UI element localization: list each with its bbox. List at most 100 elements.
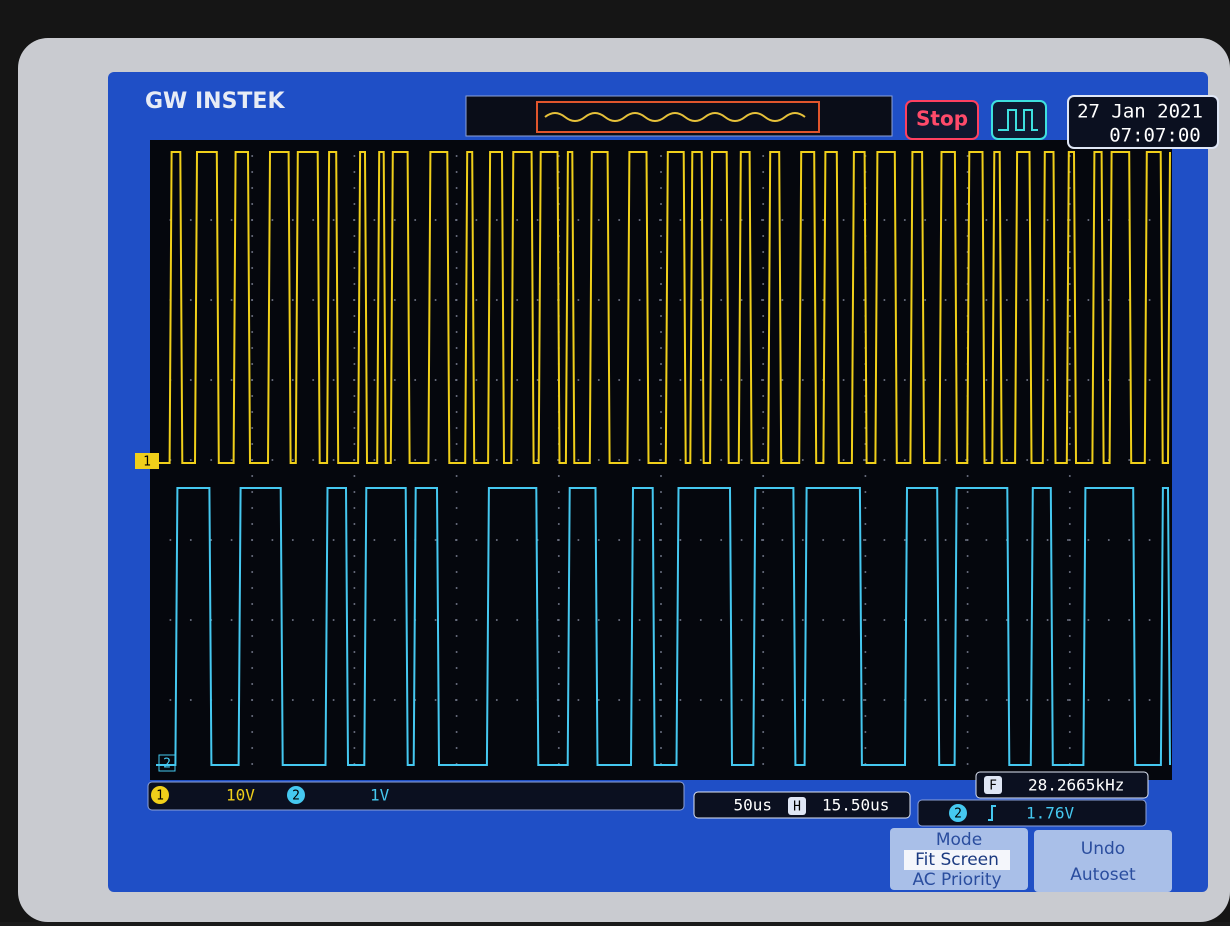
grid-dot [230, 219, 233, 221]
trigger-level: 1.76V [1026, 804, 1075, 823]
grid-dot [353, 667, 356, 669]
grid-dot [761, 379, 763, 381]
grid-dot [353, 603, 356, 605]
grid-dot [251, 699, 253, 701]
grid-dot [434, 699, 437, 701]
grid-dot [966, 507, 969, 509]
grid-dot [1068, 523, 1071, 525]
grid-dot [924, 219, 927, 221]
grid-dot [966, 539, 969, 541]
grid-dot [699, 619, 702, 621]
brand: GW INSTEK [145, 89, 285, 114]
grid-dot [1005, 219, 1008, 221]
grid-dot [312, 219, 315, 221]
grid-dot [659, 379, 661, 381]
grid-dot [1068, 507, 1071, 509]
grid-dot [312, 619, 315, 621]
grid-dot [291, 459, 294, 461]
grid-dot [966, 171, 969, 173]
trigger-mode-icon[interactable] [991, 100, 1047, 140]
grid-dot [557, 555, 560, 557]
grid-dot [659, 459, 661, 461]
frequency-box [975, 771, 1149, 799]
grid-dot [1087, 539, 1090, 541]
grid-dot [965, 619, 967, 621]
grid-dot [455, 203, 458, 205]
grid-dot [557, 603, 560, 605]
grid-dot [660, 523, 662, 525]
grid-dot [455, 667, 458, 669]
grid-dot [966, 715, 969, 717]
undo-button[interactable] [1034, 830, 1172, 892]
grid-dot [781, 379, 784, 381]
grid-dot [659, 619, 661, 621]
grid-dot [864, 603, 867, 605]
grid-dot [863, 379, 865, 381]
grid-dot [393, 379, 396, 381]
grid-dot [291, 219, 294, 221]
grid-dot [863, 459, 865, 461]
ch1-badge-label: 1 [156, 789, 164, 804]
overview-wave [544, 112, 806, 122]
grid-dot [455, 443, 458, 445]
grid-dot [762, 363, 765, 365]
grid-dot [638, 619, 641, 621]
signal-trace [156, 151, 1171, 464]
time: 07:07:00 [1109, 125, 1201, 147]
grid-dot [761, 619, 763, 621]
grid-dot [455, 587, 458, 589]
grid-dot [1128, 539, 1131, 541]
grid-dot [557, 539, 559, 541]
grid-dot [883, 379, 886, 381]
grid-dot [985, 619, 988, 621]
grid-dot [966, 699, 969, 701]
grid-dot [353, 411, 356, 413]
grid-dot [883, 459, 886, 461]
grid-dot [251, 667, 254, 669]
grid-dot [455, 459, 457, 461]
grid-dot [1046, 299, 1049, 301]
grid-dot [761, 539, 763, 541]
grid-dot [762, 171, 765, 173]
grid-dot [638, 299, 641, 301]
grid-dot [536, 299, 539, 301]
grid-dot [434, 379, 437, 381]
grid-dot [1068, 331, 1071, 333]
grid-dot [495, 699, 498, 701]
grid-dot [393, 539, 396, 541]
grid-dot [353, 475, 356, 477]
grid-dot [251, 299, 253, 301]
grid-dot [966, 651, 969, 653]
grid-dot [251, 171, 254, 173]
grid-dot [966, 155, 969, 157]
grid-dot [660, 283, 662, 285]
grid-dot [864, 667, 867, 669]
grid-dot [1068, 619, 1071, 621]
grid-dot [251, 763, 254, 765]
grid-dot [251, 395, 254, 397]
grid-dot [985, 299, 988, 301]
grid-dot [740, 459, 743, 461]
grid-dot [762, 331, 765, 333]
grid-dot [1068, 603, 1071, 605]
grid-dot [230, 299, 233, 301]
grid-dot [1026, 459, 1029, 461]
grid-dot [864, 571, 867, 573]
grid-dot [781, 619, 784, 621]
grid-dot [455, 171, 458, 173]
grid-dot [618, 619, 621, 621]
grid-dot [903, 459, 906, 461]
grid-dot [455, 571, 458, 573]
grid-dot [660, 491, 662, 493]
grid-dot [1068, 539, 1071, 541]
grid-dot [557, 651, 560, 653]
grid-dot [495, 219, 498, 221]
grid-dot [455, 475, 458, 477]
grid-dot [1068, 283, 1071, 285]
grid-dot [577, 299, 580, 301]
grid-dot [251, 475, 254, 477]
grid-dot [864, 619, 867, 621]
menu-option: Autoset [1070, 865, 1136, 885]
stop-button[interactable] [905, 100, 979, 140]
grid-dot [864, 699, 867, 701]
